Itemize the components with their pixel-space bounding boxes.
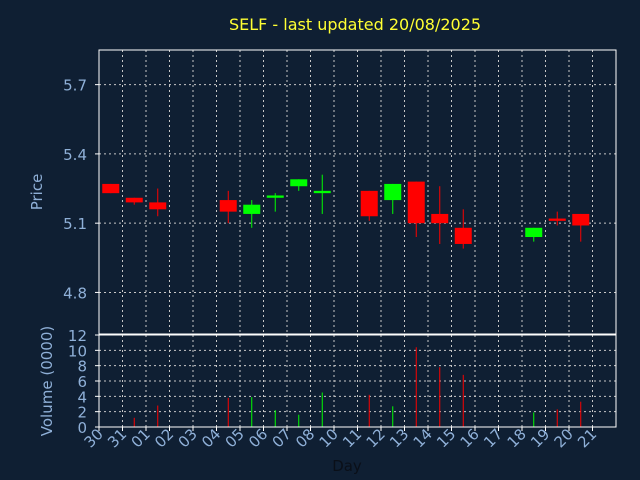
x-tick-label: 11 [339,425,365,451]
candle-body [290,179,308,187]
x-tick-label: 12 [363,425,389,451]
candle-body [360,190,378,217]
candle-body [572,213,590,226]
candle-body [243,204,261,214]
x-axis: 3031010203040506070810111213141516171819… [81,425,601,451]
candle-body [266,195,284,198]
volume-tick-label: 10 [68,342,87,360]
x-tick-label: 01 [128,425,154,451]
x-tick-label: 04 [198,425,224,451]
x-tick-label: 14 [410,425,436,451]
volume-tick-label: 8 [77,358,87,376]
volume-axis-label: Volume (0000) [38,326,56,436]
candle-body [431,213,449,224]
price-tick-label: 4.8 [63,284,87,302]
candle-body [313,190,331,194]
volume-tick-label: 6 [77,373,87,391]
x-tick-label: 31 [104,425,130,451]
candle-body [525,227,543,238]
candle-body [384,183,402,201]
candle-body [102,183,120,194]
x-tick-label: 15 [433,425,459,451]
x-tick-label: 21 [574,425,600,451]
x-tick-label: 06 [245,425,271,451]
price-plot-frame [98,49,617,335]
candle-body [454,227,472,244]
x-tick-label: 02 [151,425,177,451]
x-tick-label: 13 [386,425,412,451]
x-tick-label: 10 [316,425,342,451]
volume-tick-label: 0 [77,419,87,437]
x-tick-label: 03 [175,425,201,451]
price-tick-label: 5.1 [63,215,87,233]
candle-body [219,200,237,212]
candle-body [125,197,143,203]
x-axis-label: Day [332,457,362,475]
price-panel: 5.7 5.4 5.1 4.8 [63,49,617,335]
x-tick-label: 17 [480,425,506,451]
volume-tick-label: 2 [77,404,87,422]
volume-tick-label: 4 [77,388,87,406]
volume-tick-label: 12 [68,327,87,345]
candle-body [407,181,425,224]
x-tick-label: 18 [504,425,530,451]
x-tick-label: 20 [551,425,577,451]
x-tick-label: 05 [222,425,248,451]
x-tick-label: 16 [457,425,483,451]
price-tick-label: 5.4 [63,146,87,164]
x-tick-label: 08 [292,425,318,451]
candle-body [548,218,566,221]
x-tick-label: 19 [527,425,553,451]
x-tick-label: 07 [269,425,295,451]
price-tick-label: 5.7 [63,77,87,95]
candle-body [149,202,167,210]
chart-title: SELF - last updated 20/08/2025 [229,15,481,34]
price-axis-label: Price [28,174,46,211]
